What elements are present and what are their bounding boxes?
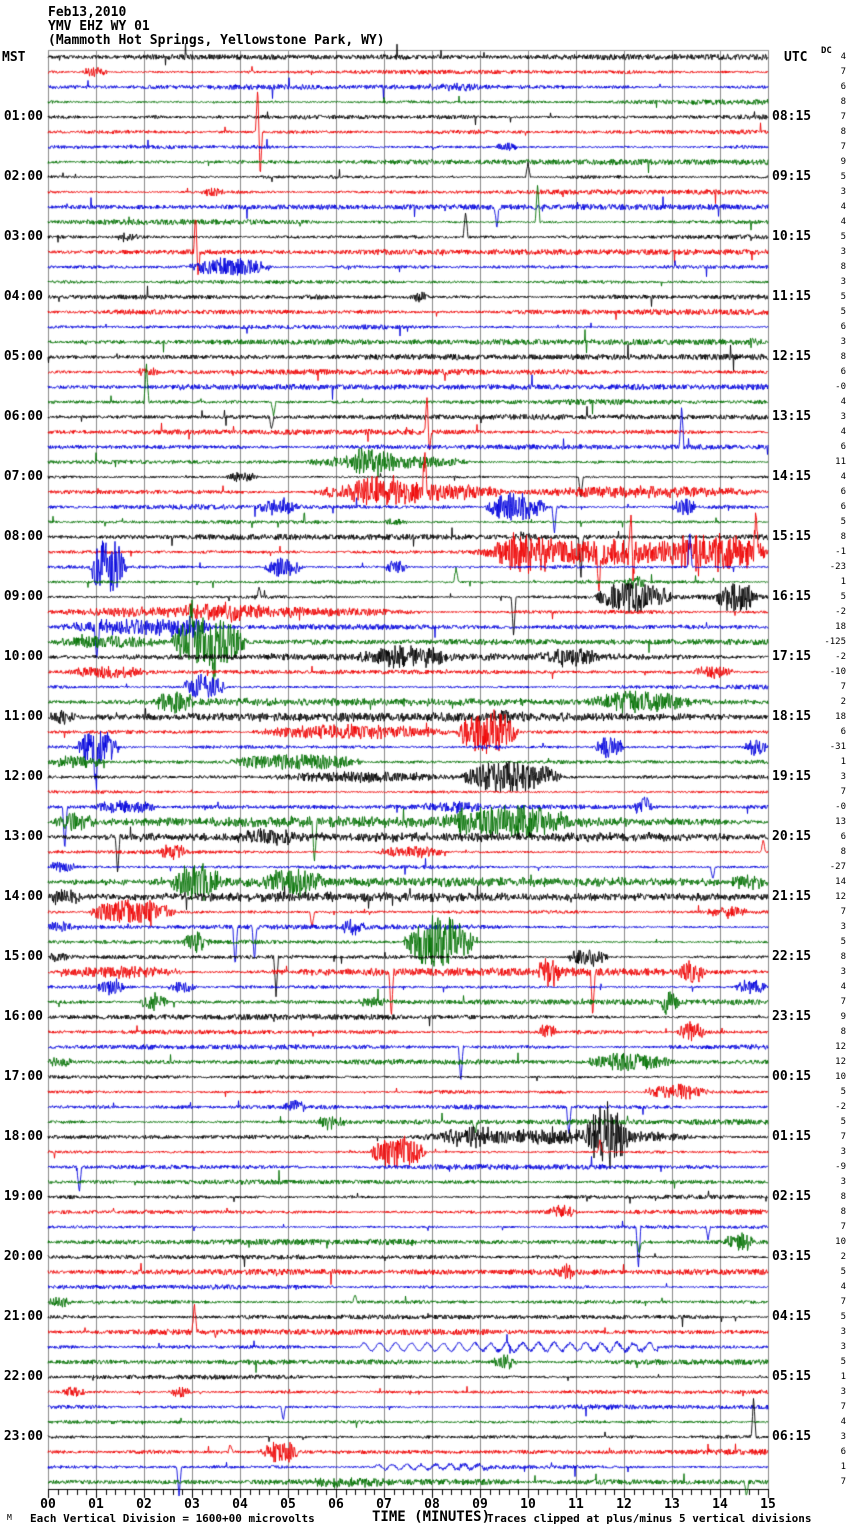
seismogram-canvas — [0, 0, 850, 1534]
webicorder-page: Feb13,2010 YMV EHZ WY 01 (Mammoth Hot Sp… — [0, 0, 850, 1534]
